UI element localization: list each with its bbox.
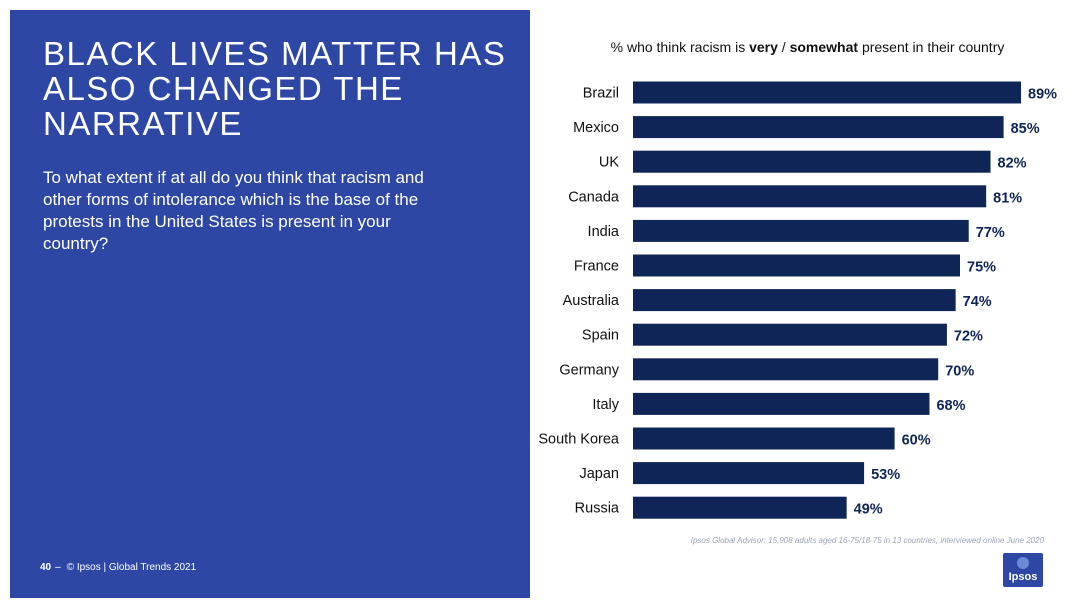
chart-title-part2: present in their country — [858, 39, 1005, 55]
source-note: Ipsos Global Advisor: 15,908 adults aged… — [690, 536, 1044, 545]
category-label: Australia — [563, 293, 620, 309]
bar — [633, 462, 865, 485]
value-label: 74% — [963, 294, 992, 310]
value-label: 70% — [945, 363, 974, 379]
logo-wordmark: Ipsos — [1008, 571, 1038, 583]
chart-title-very: very — [749, 39, 778, 55]
bar — [633, 392, 930, 415]
category-label: France — [574, 259, 619, 275]
left-panel: BLACK LIVES MATTER HAS ALSO CHANGED THE … — [10, 10, 530, 598]
bar-chart: Brazil 89% Mexico 85% UK 82% Canada 81% India 77%… — [538, 81, 1057, 519]
bar — [633, 219, 969, 242]
bar — [633, 496, 847, 519]
category-label: Spain — [582, 328, 619, 344]
value-label: 81% — [993, 190, 1022, 206]
category-label: India — [588, 224, 620, 240]
value-label: 60% — [902, 433, 931, 449]
bar — [633, 150, 991, 173]
category-label: UK — [599, 155, 619, 171]
bar — [633, 185, 987, 208]
survey-question: To what extent if at all do you think th… — [43, 168, 424, 253]
chart-title: % who think racism is very / somewhat pr… — [590, 38, 1025, 56]
bar — [633, 358, 939, 381]
value-label: 77% — [976, 225, 1005, 241]
category-label: Italy — [592, 397, 619, 413]
category-label: Canada — [568, 189, 620, 205]
category-label: South Korea — [538, 432, 620, 448]
category-label: Brazil — [583, 86, 619, 102]
bar — [633, 254, 960, 277]
bar — [633, 81, 1022, 104]
footer-dash: – — [55, 562, 61, 573]
value-label: 72% — [954, 329, 983, 345]
value-label: 82% — [998, 156, 1027, 172]
headline: BLACK LIVES MATTER HAS ALSO CHANGED THE … — [43, 35, 507, 142]
chart-title-somewhat: somewhat — [789, 39, 859, 55]
chart-title-sep: / — [777, 39, 790, 55]
category-label: Germany — [559, 362, 619, 378]
category-label: Mexico — [573, 120, 619, 136]
value-label: 75% — [967, 260, 996, 276]
chart-title-part1: % who think racism is — [610, 39, 750, 55]
value-label: 49% — [854, 502, 883, 518]
bar — [633, 427, 895, 450]
bar — [633, 116, 1004, 139]
bar — [633, 323, 947, 346]
value-label: 68% — [936, 398, 965, 414]
copyright-text: © Ipsos | Global Trends 2021 — [66, 562, 197, 573]
bar — [633, 289, 956, 312]
logo-mark-icon — [1017, 557, 1029, 569]
value-label: 53% — [871, 467, 900, 483]
footer: 40 – © Ipsos | Global Trends 2021 — [40, 562, 196, 574]
ipsos-logo: Ipsos — [1003, 553, 1043, 587]
category-label: Russia — [575, 501, 620, 517]
page-number: 40 — [40, 562, 52, 573]
category-label: Japan — [579, 466, 619, 482]
value-label: 85% — [1011, 121, 1040, 137]
value-label: 89% — [1028, 87, 1057, 103]
